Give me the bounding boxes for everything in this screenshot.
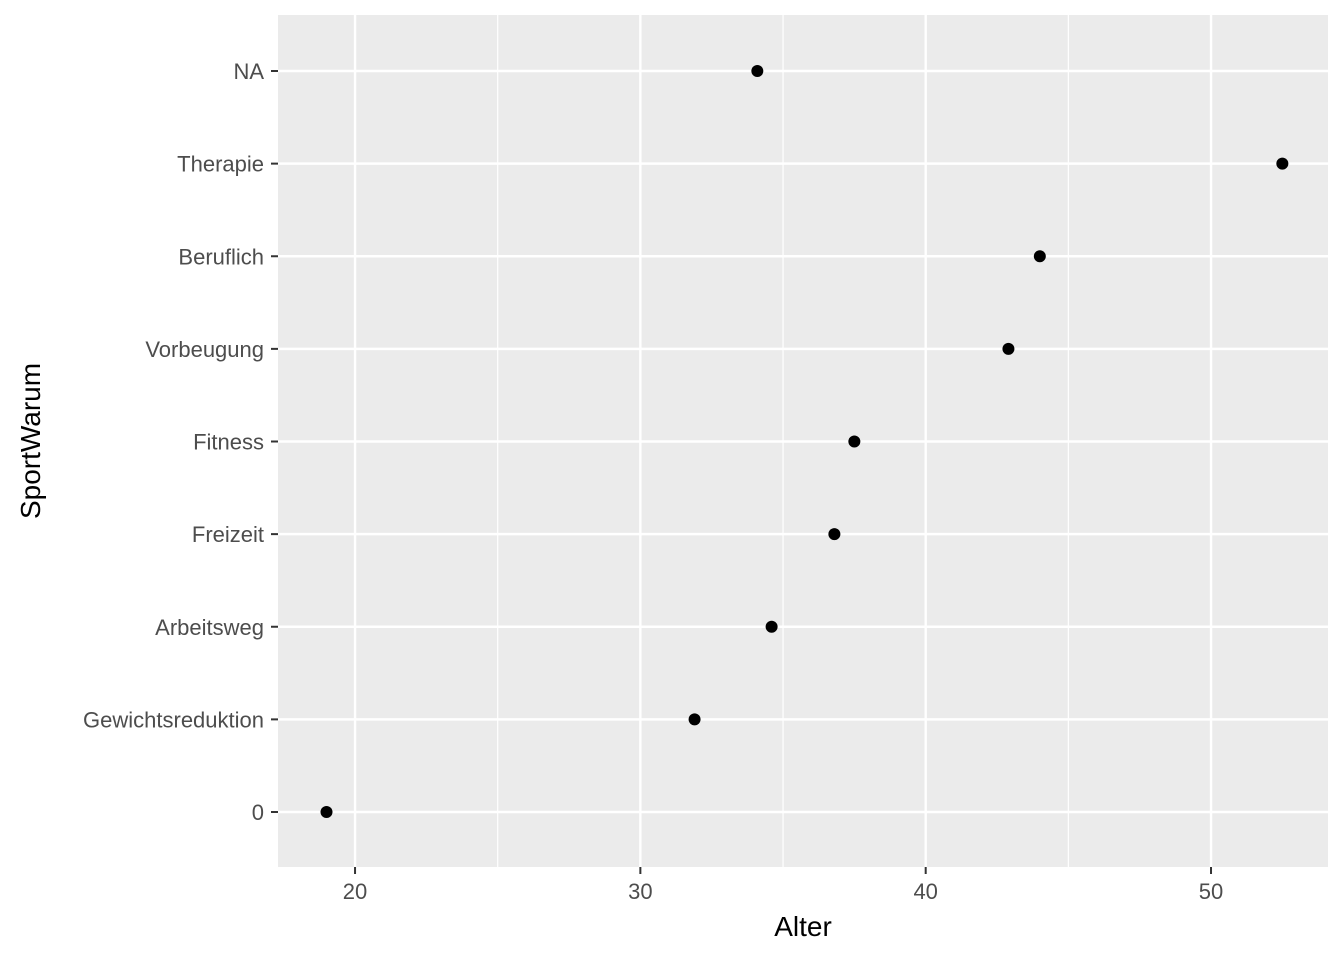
y-tick-label: Fitness bbox=[193, 430, 264, 455]
data-point bbox=[828, 528, 841, 541]
x-axis-title: Alter bbox=[774, 911, 832, 942]
x-tick-label: 50 bbox=[1199, 879, 1223, 904]
x-tick-label: 20 bbox=[343, 879, 367, 904]
y-tick-label: Freizeit bbox=[192, 522, 264, 547]
data-points bbox=[320, 65, 1289, 818]
y-tick-label: 0 bbox=[252, 800, 264, 825]
data-point bbox=[848, 435, 861, 448]
y-tick-label: Gewichtsreduktion bbox=[83, 707, 264, 732]
data-point bbox=[688, 713, 701, 726]
grid-major bbox=[278, 15, 1328, 867]
data-point bbox=[1276, 157, 1289, 170]
y-axis-title: SportWarum bbox=[15, 363, 46, 519]
data-point bbox=[765, 620, 778, 633]
y-axis: 0 Gewichtsreduktion Arbeitsweg Freizeit Fitn… bbox=[83, 59, 278, 825]
y-tick-label: Arbeitsweg bbox=[155, 615, 264, 640]
data-point bbox=[320, 806, 333, 818]
data-point bbox=[751, 65, 764, 77]
y-tick-label: Beruflich bbox=[178, 244, 264, 269]
y-tick-label: Therapie bbox=[177, 152, 264, 177]
data-point bbox=[1033, 250, 1046, 263]
x-tick-label: 40 bbox=[913, 879, 937, 904]
y-tick-label: NA bbox=[233, 59, 264, 84]
y-tick-label: Vorbeugung bbox=[145, 337, 264, 362]
x-axis: 20 30 40 50 bbox=[343, 867, 1223, 904]
data-point bbox=[1002, 342, 1015, 355]
x-tick-label: 30 bbox=[628, 879, 652, 904]
